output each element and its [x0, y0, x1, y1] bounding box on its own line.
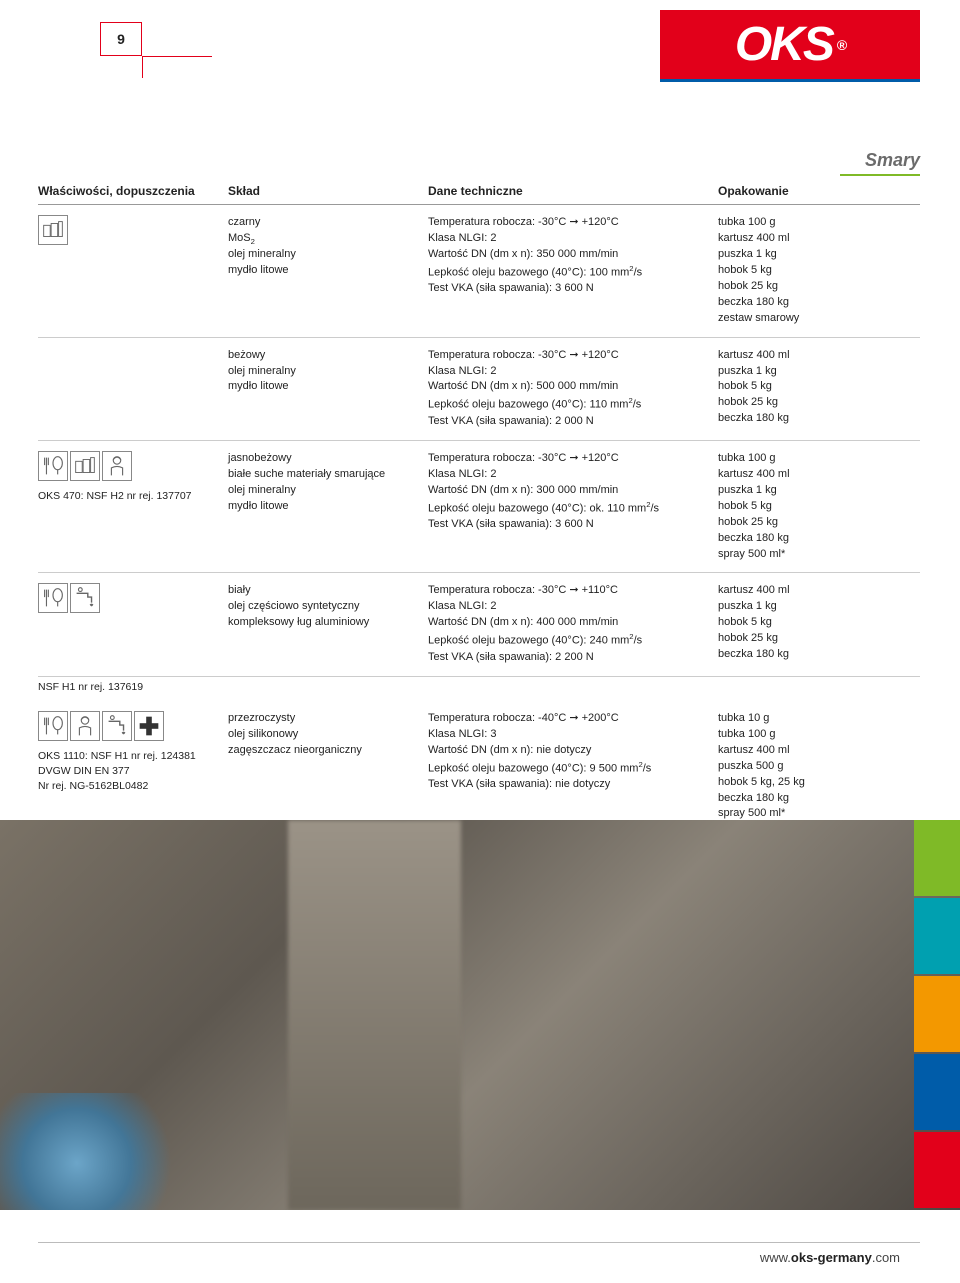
header-sklad: Skład	[228, 184, 428, 198]
side-tabs	[914, 820, 960, 1210]
pack-cell: tubka 100 gkartusz 400 mlpuszka 1 kghobo…	[718, 451, 908, 563]
worker-icon	[70, 711, 100, 741]
canisters-icon	[38, 215, 68, 245]
footer-url: www.oks-germany.com	[760, 1250, 900, 1265]
header-tech: Dane techniczne	[428, 184, 718, 198]
tech-cell: Temperatura robocza: -30°C ➞ +110°CKlasa…	[428, 583, 718, 665]
food-icon	[38, 583, 68, 613]
footer-url-bold: oks-germany	[791, 1250, 872, 1265]
tech-cell: Temperatura robocza: -30°C ➞ +120°CKlasa…	[428, 215, 718, 327]
notes-cell	[38, 215, 228, 327]
header-notes: Właściwości, dopuszczenia	[38, 184, 228, 198]
sklad-cell: białyolej częściowo syntetycznykomplekso…	[228, 583, 428, 665]
pack-cell: kartusz 400 mlpuszka 1 kghobok 5 kghobok…	[718, 348, 908, 430]
tech-cell: Temperatura robocza: -30°C ➞ +120°CKlasa…	[428, 348, 718, 430]
side-tab	[914, 820, 960, 896]
notes-cell: OKS 470: NSF H2 nr rej. 137707	[38, 451, 228, 563]
plus-icon	[134, 711, 164, 741]
food-icon	[38, 711, 68, 741]
footer-url-prefix: www.	[760, 1250, 791, 1265]
pack-cell: tubka 10 gtubka 100 gkartusz 400 mlpuszk…	[718, 711, 908, 823]
brand-logo: OKS®	[660, 10, 920, 82]
notes-cell: OKS 1110: NSF H1 nr rej. 124381 DVGW DIN…	[38, 711, 228, 823]
side-tab	[914, 898, 960, 974]
header-rule-vert	[142, 56, 143, 78]
logo-text: OKS	[735, 17, 833, 72]
sklad-cell: beżowyolej mineralnymydło litowe	[228, 348, 428, 430]
notes-text: OKS 1110: NSF H1 nr rej. 124381 DVGW DIN…	[38, 749, 220, 795]
canisters-icon	[70, 451, 100, 481]
pack-cell: tubka 100 gkartusz 400 mlpuszka 1 kghobo…	[718, 215, 908, 327]
header-rule	[142, 56, 212, 57]
footer-url-suffix: .com	[872, 1250, 900, 1265]
sklad-cell: jasnobeżowybiałe suche materiały smarują…	[228, 451, 428, 563]
pack-cell: kartusz 400 mlpuszka 1 kghobok 5 kghobok…	[718, 583, 908, 665]
header-pack: Opakowanie	[718, 184, 908, 198]
sklad-cell: czarnyMoS2olej mineralnymydło litowe	[228, 215, 428, 327]
sklad-cell: przezroczystyolej silikonowyzagęszczacz …	[228, 711, 428, 823]
footer-rule	[38, 1242, 920, 1243]
worker-icon	[102, 451, 132, 481]
table-content: Właściwości, dopuszczenia Skład Dane tec…	[38, 178, 920, 833]
table-row: czarnyMoS2olej mineralnymydło litoweTemp…	[38, 205, 920, 338]
table-row: OKS 1110: NSF H1 nr rej. 124381 DVGW DIN…	[38, 701, 920, 834]
tech-cell: Temperatura robocza: -30°C ➞ +120°CKlasa…	[428, 451, 718, 563]
table-row: beżowyolej mineralnymydło litoweTemperat…	[38, 338, 920, 441]
food-icon	[38, 451, 68, 481]
registered-mark: ®	[837, 37, 845, 53]
category-underline	[840, 174, 920, 176]
photo-area	[0, 820, 960, 1210]
category-label: Smary	[865, 150, 920, 171]
notes-text: OKS 470: NSF H2 nr rej. 137707	[38, 489, 220, 504]
table-row: OKS 470: NSF H2 nr rej. 137707 jasnobeżow…	[38, 441, 920, 574]
notes-cell	[38, 583, 228, 665]
side-tab	[914, 1132, 960, 1208]
side-tab	[914, 976, 960, 1052]
page-number: 9	[100, 22, 142, 56]
tech-cell: Temperatura robocza: -40°C ➞ +200°CKlasa…	[428, 711, 718, 823]
tap-icon	[70, 583, 100, 613]
table-row: białyolej częściowo syntetycznykomplekso…	[38, 573, 920, 676]
tap-icon	[102, 711, 132, 741]
side-tab	[914, 1054, 960, 1130]
notes-below: NSF H1 nr rej. 137619	[38, 677, 920, 701]
notes-cell	[38, 348, 228, 430]
table-header-row: Właściwości, dopuszczenia Skład Dane tec…	[38, 178, 920, 205]
